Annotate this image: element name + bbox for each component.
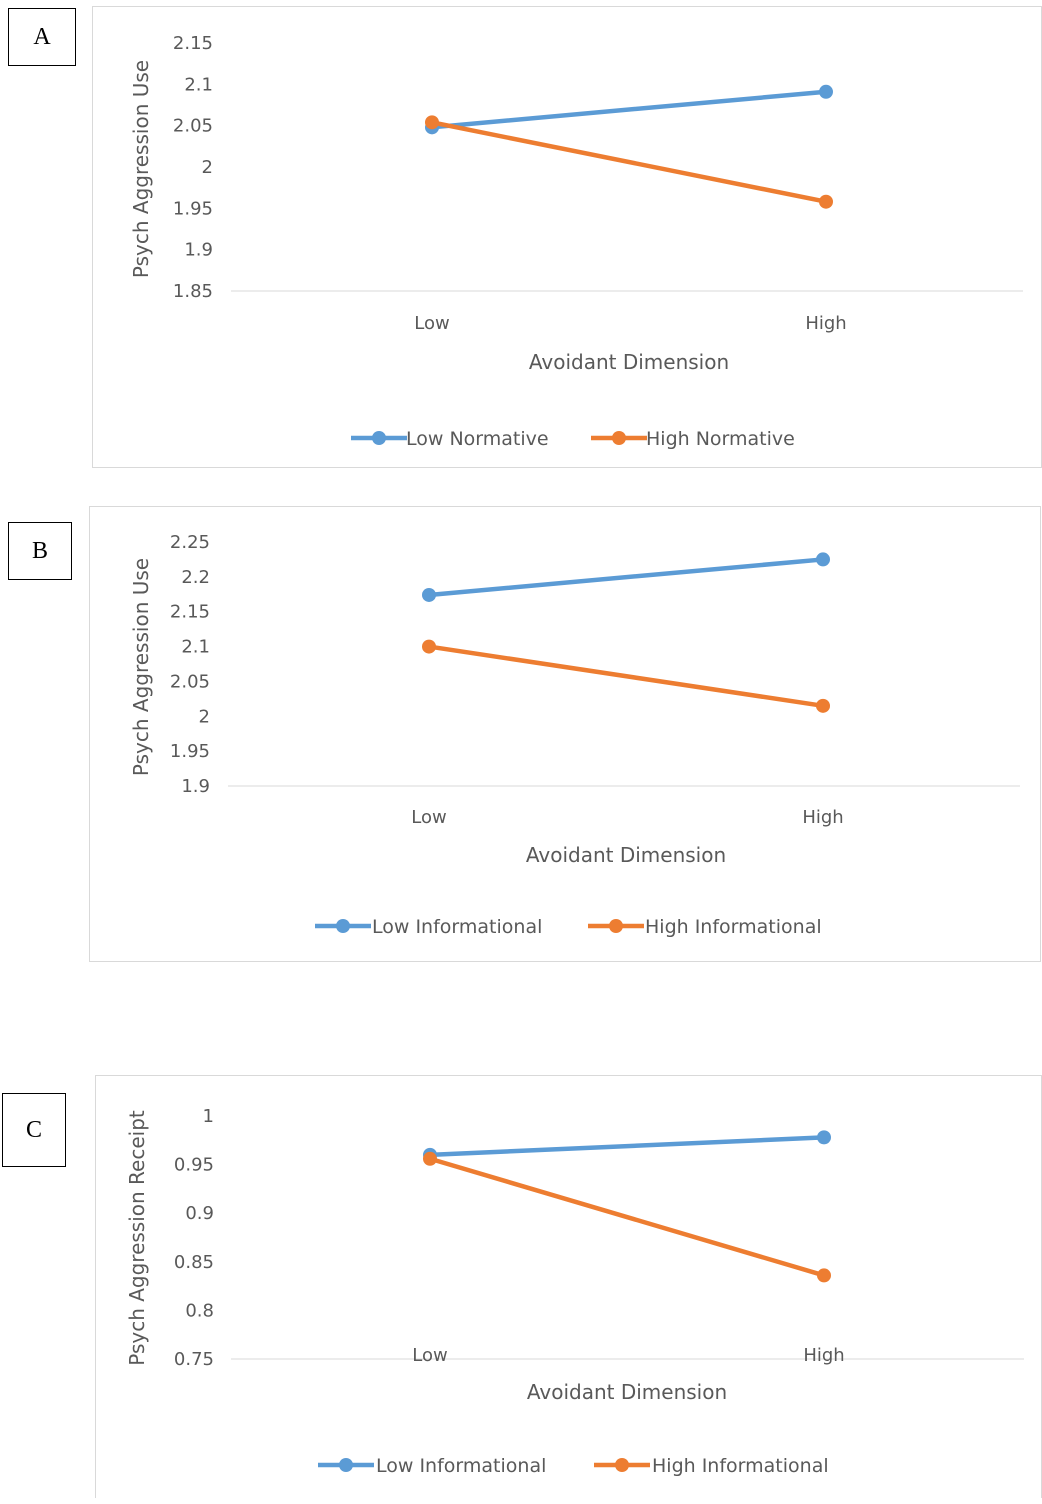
y-tick-label: 1.95 <box>173 198 213 219</box>
panel-label-b: B <box>8 522 72 580</box>
x-tick-label: Low <box>411 807 446 828</box>
y-tick-label: 2.2 <box>181 567 210 588</box>
chart-b: 1.9 1.95 2 2.05 2.1 2.15 2.2 2.25 Low High Avoidan… <box>129 532 1020 938</box>
y-tick-label: 0.9 <box>185 1203 214 1224</box>
chart-frame-c: 0.75 0.8 0.85 0.9 0.95 1 Low High Avoidant Dimen… <box>95 1075 1042 1498</box>
y-tick-label: 2.05 <box>170 671 210 692</box>
y-tick-label: 2 <box>202 157 213 178</box>
y-tick-label: 1.95 <box>170 741 210 762</box>
y-tick-label: 0.8 <box>185 1300 214 1321</box>
y-tick-label: 1.9 <box>181 776 210 797</box>
data-point <box>816 552 830 567</box>
data-point <box>422 639 436 654</box>
y-tick-label: 2 <box>199 706 210 727</box>
x-axis-title: Avoidant Dimension <box>527 1380 727 1404</box>
y-tick-label: 0.85 <box>174 1252 214 1273</box>
series-line-1 <box>427 1135 827 1158</box>
legend-marker <box>336 919 350 933</box>
y-tick-label: 0.95 <box>174 1155 214 1176</box>
y-axis-title: Psych Aggression Use <box>129 60 153 278</box>
legend-label: High Informational <box>645 916 822 938</box>
x-tick-label: Low <box>414 313 449 334</box>
legend-label: Low Informational <box>376 1455 546 1477</box>
data-point <box>816 698 830 713</box>
x-tick-label: Low <box>412 1345 447 1366</box>
y-tick-label: 2.05 <box>173 116 213 137</box>
chart-frame-b: 1.9 1.95 2 2.05 2.1 2.15 2.2 2.25 Low High Avoidan… <box>89 506 1041 962</box>
x-tick-label: High <box>803 1345 844 1366</box>
data-point <box>422 587 436 602</box>
series-line-1 <box>429 89 829 130</box>
series-line-2 <box>427 1156 827 1278</box>
legend-marker <box>612 431 626 445</box>
legend-marker <box>339 1458 353 1472</box>
y-tick-label: 2.15 <box>170 602 210 623</box>
legend-marker <box>372 431 386 445</box>
y-tick-label: 2.1 <box>184 74 213 95</box>
data-point <box>425 115 439 130</box>
y-tick-label: 1 <box>203 1106 214 1127</box>
data-point <box>819 194 833 209</box>
legend-label: High Normative <box>646 428 795 450</box>
y-tick-label: 1.9 <box>184 240 213 261</box>
x-tick-label: High <box>802 807 843 828</box>
series-line-2 <box>429 120 829 204</box>
legend-marker <box>609 919 623 933</box>
y-tick-label: 1.85 <box>173 281 213 302</box>
data-point <box>817 1130 831 1145</box>
y-axis-title: Psych Aggression Receipt <box>125 1110 149 1366</box>
x-axis-title: Avoidant Dimension <box>529 350 729 374</box>
chart-frame-a: 1.85 1.9 1.95 2 2.05 2.1 2.15 Low High Avoidant D… <box>92 6 1042 468</box>
data-point <box>423 1151 437 1166</box>
y-tick-label: 0.75 <box>174 1349 214 1370</box>
chart-c: 0.75 0.8 0.85 0.9 0.95 1 Low High Avoidant Dimen… <box>125 1106 1024 1477</box>
legend-label: High Informational <box>652 1455 829 1477</box>
y-axis-title: Psych Aggression Use <box>129 558 153 776</box>
series-line-2 <box>426 644 826 709</box>
y-tick-label: 2.1 <box>181 637 210 658</box>
legend-marker <box>615 1458 629 1472</box>
series-line-1 <box>426 557 826 598</box>
panel-label-a: A <box>8 8 76 66</box>
data-point <box>817 1268 831 1283</box>
data-point <box>819 84 833 99</box>
y-tick-label: 2.25 <box>170 532 210 553</box>
x-axis-title: Avoidant Dimension <box>526 843 726 867</box>
legend-label: Low Informational <box>372 916 542 938</box>
chart-a: 1.85 1.9 1.95 2 2.05 2.1 2.15 Low High Avoidant D… <box>129 33 1023 450</box>
panel-label-c: C <box>2 1093 66 1167</box>
legend-label: Low Normative <box>406 428 549 450</box>
x-tick-label: High <box>805 313 846 334</box>
y-tick-label: 2.15 <box>173 33 213 54</box>
